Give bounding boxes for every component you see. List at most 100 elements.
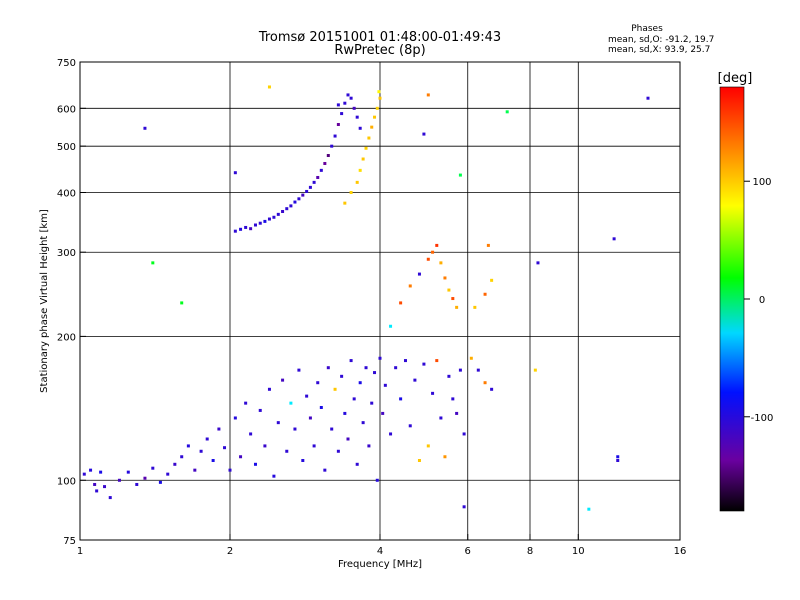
data-point xyxy=(267,387,271,391)
data-point xyxy=(244,225,248,229)
data-point xyxy=(285,449,289,453)
data-point xyxy=(349,96,353,100)
data-point xyxy=(173,462,177,466)
data-point xyxy=(223,446,227,450)
data-point xyxy=(462,432,466,436)
data-point xyxy=(343,411,347,415)
data-point xyxy=(285,207,289,211)
data-point xyxy=(199,449,203,453)
data-point xyxy=(486,243,490,247)
phases-x-stats: mean, sd,X: 93.9, 25.7 xyxy=(608,45,710,55)
data-point xyxy=(389,324,393,328)
data-point xyxy=(319,405,323,409)
data-point xyxy=(301,193,305,197)
data-point xyxy=(646,96,650,100)
y-axis-label: Stationary phase Virtual Height [km] xyxy=(39,209,50,393)
x-axis-label: Frequency [MHz] xyxy=(338,559,422,570)
data-point xyxy=(289,204,293,208)
y-tick-label: 750 xyxy=(57,58,76,69)
data-point xyxy=(426,444,430,448)
colorbar-ticks: 100 0 -100 xyxy=(744,177,773,424)
colorbar-label: [deg] xyxy=(718,71,753,86)
data-point xyxy=(312,180,316,184)
data-point xyxy=(249,227,253,231)
data-point xyxy=(431,391,435,395)
data-point xyxy=(364,146,368,150)
data-point xyxy=(346,93,350,97)
data-point xyxy=(443,455,447,459)
data-point xyxy=(361,421,365,425)
data-point xyxy=(308,185,312,189)
colorbar-tick-label: -100 xyxy=(751,413,774,424)
data-point xyxy=(143,476,147,480)
data-point xyxy=(186,444,190,448)
data-point xyxy=(151,466,155,470)
data-point xyxy=(355,462,359,466)
data-point xyxy=(281,378,285,382)
data-point xyxy=(483,381,487,385)
data-point xyxy=(458,173,462,177)
chart-title: Tromsø 20151001 01:48:00-01:49:43 xyxy=(258,30,501,45)
data-point xyxy=(490,387,494,391)
data-point xyxy=(375,106,379,110)
data-point xyxy=(367,444,371,448)
data-point xyxy=(126,470,130,474)
data-point xyxy=(82,472,86,476)
data-point xyxy=(533,368,537,372)
data-point xyxy=(263,444,267,448)
data-point xyxy=(217,427,221,431)
data-point xyxy=(358,168,362,172)
data-point xyxy=(462,505,466,509)
colorbar-gradient xyxy=(720,87,744,511)
y-tick-label: 200 xyxy=(57,332,76,343)
data-point xyxy=(352,106,356,110)
data-point xyxy=(293,427,297,431)
data-point xyxy=(293,200,297,204)
phases-o-stats: mean, sd,O: -91.2, 19.7 xyxy=(608,35,714,45)
data-point xyxy=(272,215,276,219)
scatter-points xyxy=(82,85,650,511)
data-point xyxy=(343,101,347,105)
data-point xyxy=(447,374,451,378)
data-point xyxy=(297,368,301,372)
data-point xyxy=(326,366,330,370)
data-point xyxy=(326,154,330,158)
data-point xyxy=(135,482,139,486)
y-tick-label: 75 xyxy=(63,536,76,547)
data-point xyxy=(103,485,107,489)
data-point xyxy=(364,366,368,370)
data-point xyxy=(316,381,320,385)
data-point xyxy=(349,359,353,363)
data-point xyxy=(151,261,155,265)
data-point xyxy=(367,136,371,140)
data-point xyxy=(399,301,403,305)
data-point xyxy=(108,496,112,500)
data-point xyxy=(289,401,293,405)
data-point xyxy=(616,458,620,462)
data-point xyxy=(340,112,344,116)
data-point xyxy=(422,362,426,366)
data-point xyxy=(358,126,362,130)
data-point xyxy=(323,161,327,165)
x-tick-label: 10 xyxy=(572,546,585,557)
data-point xyxy=(490,278,494,282)
data-point xyxy=(403,359,407,363)
data-point xyxy=(447,288,451,292)
y-tick-label: 100 xyxy=(57,476,76,487)
data-point xyxy=(305,189,309,193)
data-point xyxy=(253,223,257,227)
data-point xyxy=(417,458,421,462)
data-point xyxy=(587,507,591,511)
data-point xyxy=(355,115,359,119)
data-point xyxy=(358,381,362,385)
x-axis: 1 2 4 6 8 10 16 xyxy=(77,534,686,557)
data-point xyxy=(455,411,459,415)
data-point xyxy=(253,462,257,466)
data-point xyxy=(323,468,327,472)
data-point xyxy=(276,421,280,425)
data-point xyxy=(408,284,412,288)
data-point xyxy=(377,90,381,94)
y-tick-label: 600 xyxy=(57,104,76,115)
data-point xyxy=(95,489,99,493)
data-point xyxy=(180,301,184,305)
